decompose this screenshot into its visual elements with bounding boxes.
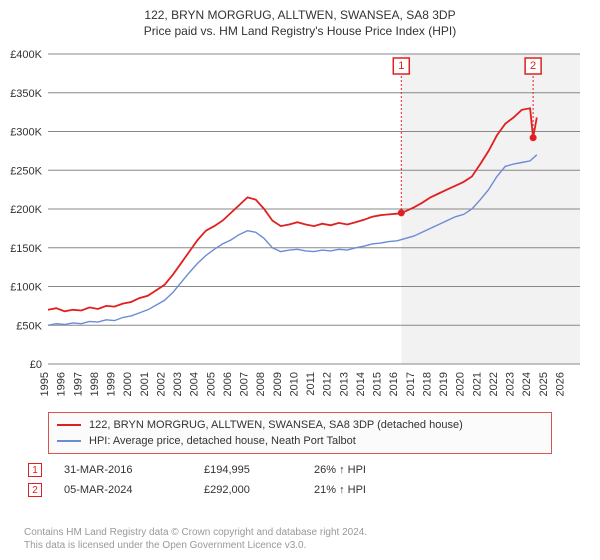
svg-text:£0: £0 bbox=[30, 359, 42, 371]
svg-text:1: 1 bbox=[398, 60, 404, 72]
legend-swatch-icon bbox=[57, 424, 81, 426]
svg-text:2001: 2001 bbox=[139, 372, 151, 396]
legend-swatch-icon bbox=[57, 440, 81, 442]
chart-container: 122, BRYN MORGRUG, ALLTWEN, SWANSEA, SA8… bbox=[0, 0, 600, 560]
svg-text:2006: 2006 bbox=[222, 372, 234, 396]
event-pct: 21% ↑ HPI bbox=[314, 484, 434, 496]
svg-text:£250K: £250K bbox=[10, 165, 42, 177]
svg-text:2: 2 bbox=[530, 60, 536, 72]
footer-line: This data is licensed under the Open Gov… bbox=[24, 539, 367, 552]
svg-text:£400K: £400K bbox=[10, 49, 42, 61]
svg-text:2002: 2002 bbox=[155, 372, 167, 396]
footer: Contains HM Land Registry data © Crown c… bbox=[24, 526, 367, 552]
event-marker-icon: 2 bbox=[28, 483, 42, 497]
svg-text:2021: 2021 bbox=[471, 372, 483, 396]
chart-title: 122, BRYN MORGRUG, ALLTWEN, SWANSEA, SA8… bbox=[0, 8, 600, 22]
svg-text:2000: 2000 bbox=[122, 372, 134, 396]
svg-text:2024: 2024 bbox=[521, 372, 533, 396]
event-row: 2 05-MAR-2024 £292,000 21% ↑ HPI bbox=[24, 480, 584, 500]
svg-text:2009: 2009 bbox=[272, 372, 284, 396]
event-date: 05-MAR-2024 bbox=[64, 484, 204, 496]
svg-text:2026: 2026 bbox=[554, 372, 566, 396]
chart-svg: £0 £50K £100K £150K £200K £250K £300K £350K £400… bbox=[0, 44, 600, 404]
svg-text:1995: 1995 bbox=[39, 372, 51, 396]
svg-text:1998: 1998 bbox=[89, 372, 101, 396]
svg-text:2005: 2005 bbox=[205, 372, 217, 396]
event-date: 31-MAR-2016 bbox=[64, 464, 204, 476]
legend-item: HPI: Average price, detached house, Neat… bbox=[57, 433, 543, 449]
svg-text:1997: 1997 bbox=[72, 372, 84, 396]
svg-text:2017: 2017 bbox=[405, 372, 417, 396]
svg-text:2016: 2016 bbox=[388, 372, 400, 396]
svg-text:2020: 2020 bbox=[455, 372, 467, 396]
chart-subtitle: Price paid vs. HM Land Registry's House … bbox=[0, 24, 600, 38]
event-marker-icon: 1 bbox=[28, 463, 42, 477]
event-row: 1 31-MAR-2016 £194,995 26% ↑ HPI bbox=[24, 460, 584, 480]
event-pct: 26% ↑ HPI bbox=[314, 464, 434, 476]
svg-text:£350K: £350K bbox=[10, 88, 42, 100]
svg-text:2022: 2022 bbox=[488, 372, 500, 396]
svg-text:2011: 2011 bbox=[305, 372, 317, 396]
svg-text:2015: 2015 bbox=[372, 372, 384, 396]
titles: 122, BRYN MORGRUG, ALLTWEN, SWANSEA, SA8… bbox=[0, 0, 600, 38]
svg-text:1996: 1996 bbox=[56, 372, 68, 396]
events-table: 1 31-MAR-2016 £194,995 26% ↑ HPI 2 05-MA… bbox=[24, 460, 584, 500]
legend-item: 122, BRYN MORGRUG, ALLTWEN, SWANSEA, SA8… bbox=[57, 417, 543, 433]
svg-text:£50K: £50K bbox=[16, 320, 42, 332]
svg-text:2023: 2023 bbox=[505, 372, 517, 396]
svg-text:2018: 2018 bbox=[421, 372, 433, 396]
footer-line: Contains HM Land Registry data © Crown c… bbox=[24, 526, 367, 539]
svg-text:2012: 2012 bbox=[322, 372, 334, 396]
svg-text:£200K: £200K bbox=[10, 204, 42, 216]
svg-text:2010: 2010 bbox=[288, 372, 300, 396]
svg-text:2008: 2008 bbox=[255, 372, 267, 396]
svg-text:2004: 2004 bbox=[189, 372, 201, 396]
event-price: £194,995 bbox=[204, 464, 314, 476]
chart-area: £0 £50K £100K £150K £200K £250K £300K £350K £400… bbox=[0, 44, 600, 404]
event-price: £292,000 bbox=[204, 484, 314, 496]
svg-text:2003: 2003 bbox=[172, 372, 184, 396]
svg-text:2014: 2014 bbox=[355, 372, 367, 396]
svg-text:1999: 1999 bbox=[106, 372, 118, 396]
svg-text:2019: 2019 bbox=[438, 372, 450, 396]
legend-label: HPI: Average price, detached house, Neat… bbox=[89, 435, 356, 447]
svg-text:£300K: £300K bbox=[10, 127, 42, 139]
legend-label: 122, BRYN MORGRUG, ALLTWEN, SWANSEA, SA8… bbox=[89, 419, 463, 431]
svg-text:2007: 2007 bbox=[239, 372, 251, 396]
svg-text:2013: 2013 bbox=[338, 372, 350, 396]
svg-text:£150K: £150K bbox=[10, 243, 42, 255]
legend: 122, BRYN MORGRUG, ALLTWEN, SWANSEA, SA8… bbox=[48, 412, 552, 454]
svg-text:2025: 2025 bbox=[538, 372, 550, 396]
svg-text:£100K: £100K bbox=[10, 282, 42, 294]
